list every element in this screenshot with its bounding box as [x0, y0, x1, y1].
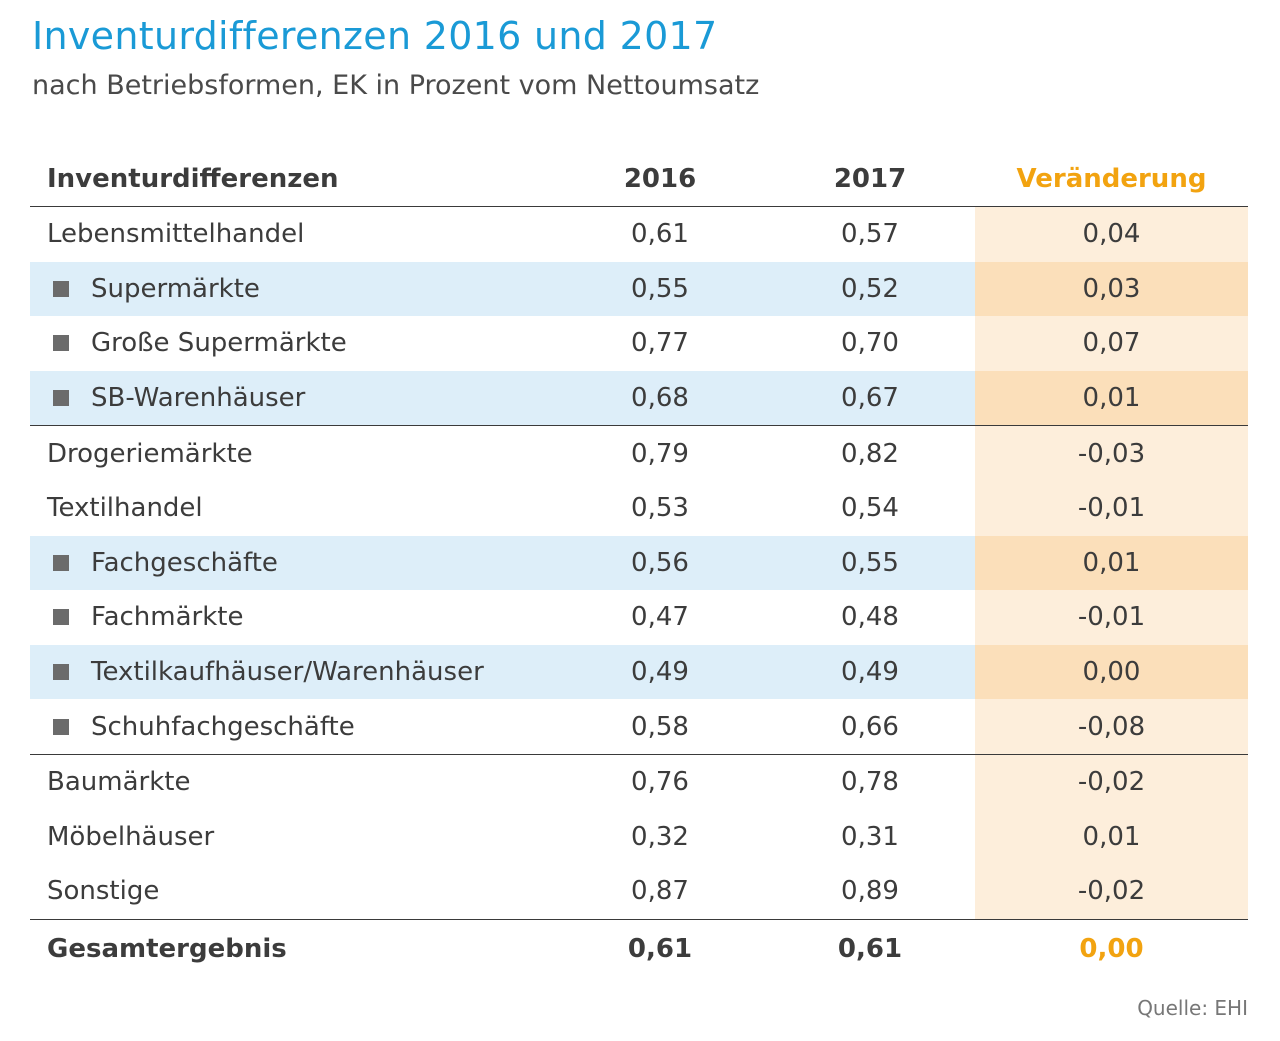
- chart-title: Inventurdifferenzen 2016 und 2017: [32, 14, 718, 58]
- row-label: Möbelhäuser: [47, 821, 215, 852]
- row-value-change: 0,00: [975, 644, 1248, 700]
- table-row: Textilhandel 0,53 0,54 -0,01: [30, 480, 1248, 536]
- header-change: Veränderung: [1016, 164, 1207, 194]
- row-label: Lebensmittelhandel: [47, 219, 305, 250]
- total-change: 0,00: [1079, 933, 1144, 964]
- row-value-2016: 0,68: [631, 383, 689, 414]
- row-value-change: -0,02: [975, 754, 1248, 810]
- bullet-square-icon: [53, 280, 69, 297]
- row-label: Fachmärkte: [91, 602, 244, 633]
- row-value-2017: 0,70: [841, 328, 899, 359]
- table-body: Lebensmittelhandel 0,61 0,57 0,04 Supermärkt…: [30, 206, 1248, 919]
- row-label: Schuhfachgeschäfte: [91, 711, 355, 742]
- row-value-2016: 0,49: [631, 657, 689, 688]
- row-label: Supermärkte: [91, 273, 260, 304]
- header-2017: 2017: [833, 164, 907, 194]
- row-value-2017: 0,67: [841, 383, 899, 414]
- table-row: Sonstige 0,87 0,89 -0,02: [30, 864, 1248, 919]
- row-value-2016: 0,87: [631, 876, 689, 907]
- row-label: SB-Warenhäuser: [91, 383, 306, 414]
- bullet-square-icon: [53, 554, 69, 571]
- table-row: Große Supermärkte 0,77 0,70 0,07: [30, 316, 1248, 371]
- row-value-2017: 0,48: [841, 602, 899, 633]
- data-table: Inventurdifferenzen 2016 2017 Veränderun…: [30, 152, 1248, 978]
- table-row: Fachmärkte 0,47 0,48 -0,01: [30, 590, 1248, 645]
- row-value-2017: 0,55: [841, 547, 899, 578]
- bullet-square-icon: [53, 335, 69, 352]
- chart-subtitle: nach Betriebsformen, EK in Prozent vom N…: [32, 70, 760, 101]
- bullet-square-icon: [53, 718, 69, 735]
- row-value-2016: 0,47: [631, 602, 689, 633]
- table-row: Möbelhäuser 0,32 0,31 0,01: [30, 809, 1248, 865]
- row-value-2016: 0,77: [631, 328, 689, 359]
- row-value-2017: 0,57: [841, 219, 899, 250]
- table-row: Lebensmittelhandel 0,61 0,57 0,04: [30, 206, 1248, 262]
- row-value-2017: 0,52: [841, 273, 899, 304]
- total-label: Gesamtergebnis: [47, 933, 287, 964]
- table-row: SB-Warenhäuser 0,68 0,67 0,01: [30, 370, 1248, 426]
- total-row: Gesamtergebnis 0,61 0,61 0,00: [30, 918, 1248, 978]
- row-value-2016: 0,58: [631, 711, 689, 742]
- table-row: Fachgeschäfte 0,56 0,55 0,01: [30, 535, 1248, 591]
- row-value-change: 0,01: [975, 370, 1248, 426]
- row-label: Textilkaufhäuser/Warenhäuser: [91, 657, 484, 688]
- row-value-2017: 0,66: [841, 711, 899, 742]
- row-value-change: -0,08: [975, 699, 1248, 754]
- row-label: Fachgeschäfte: [91, 547, 278, 578]
- row-value-2017: 0,89: [841, 876, 899, 907]
- bullet-square-icon: [53, 390, 69, 407]
- row-value-2016: 0,56: [631, 547, 689, 578]
- header-category: Inventurdifferenzen: [47, 164, 339, 194]
- row-value-2016: 0,61: [631, 219, 689, 250]
- row-value-2017: 0,82: [841, 438, 899, 469]
- row-value-2016: 0,53: [631, 493, 689, 524]
- table-row: Supermärkte 0,55 0,52 0,03: [30, 261, 1248, 317]
- row-label: Drogeriemärkte: [47, 438, 253, 469]
- bullet-square-icon: [53, 664, 69, 681]
- row-value-change: -0,01: [975, 480, 1248, 536]
- row-value-2017: 0,78: [841, 767, 899, 798]
- row-value-change: 0,01: [975, 809, 1248, 865]
- row-value-2016: 0,76: [631, 767, 689, 798]
- table-row: Schuhfachgeschäfte 0,58 0,66 -0,08: [30, 699, 1248, 754]
- row-label: Sonstige: [47, 876, 160, 907]
- source-note: Quelle: EHI: [1137, 996, 1248, 1020]
- row-value-2017: 0,31: [841, 821, 899, 852]
- row-label: Große Supermärkte: [91, 328, 347, 359]
- row-value-2016: 0,79: [631, 438, 689, 469]
- table-row: Baumärkte 0,76 0,78 -0,02: [30, 753, 1248, 810]
- row-value-change: 0,04: [975, 207, 1248, 262]
- row-value-2017: 0,49: [841, 657, 899, 688]
- total-2016: 0,61: [627, 933, 693, 964]
- row-value-change: 0,01: [975, 535, 1248, 591]
- total-2017: 0,61: [837, 933, 903, 964]
- row-value-change: -0,01: [975, 590, 1248, 645]
- table-header: Inventurdifferenzen 2016 2017 Veränderun…: [30, 152, 1248, 206]
- row-value-2016: 0,55: [631, 273, 689, 304]
- row-label: Baumärkte: [47, 767, 191, 798]
- bullet-square-icon: [53, 609, 69, 626]
- row-value-change: -0,03: [975, 426, 1248, 481]
- row-value-change: 0,07: [975, 316, 1248, 371]
- row-value-change: 0,03: [975, 261, 1248, 317]
- header-2016: 2016: [623, 164, 697, 194]
- table-row: Textilkaufhäuser/Warenhäuser 0,49 0,49 0,00: [30, 644, 1248, 700]
- row-value-2017: 0,54: [841, 493, 899, 524]
- row-label: Textilhandel: [47, 493, 203, 524]
- table-row: Drogeriemärkte 0,79 0,82 -0,03: [30, 425, 1248, 481]
- row-value-2016: 0,32: [631, 821, 689, 852]
- row-value-change: -0,02: [975, 864, 1248, 919]
